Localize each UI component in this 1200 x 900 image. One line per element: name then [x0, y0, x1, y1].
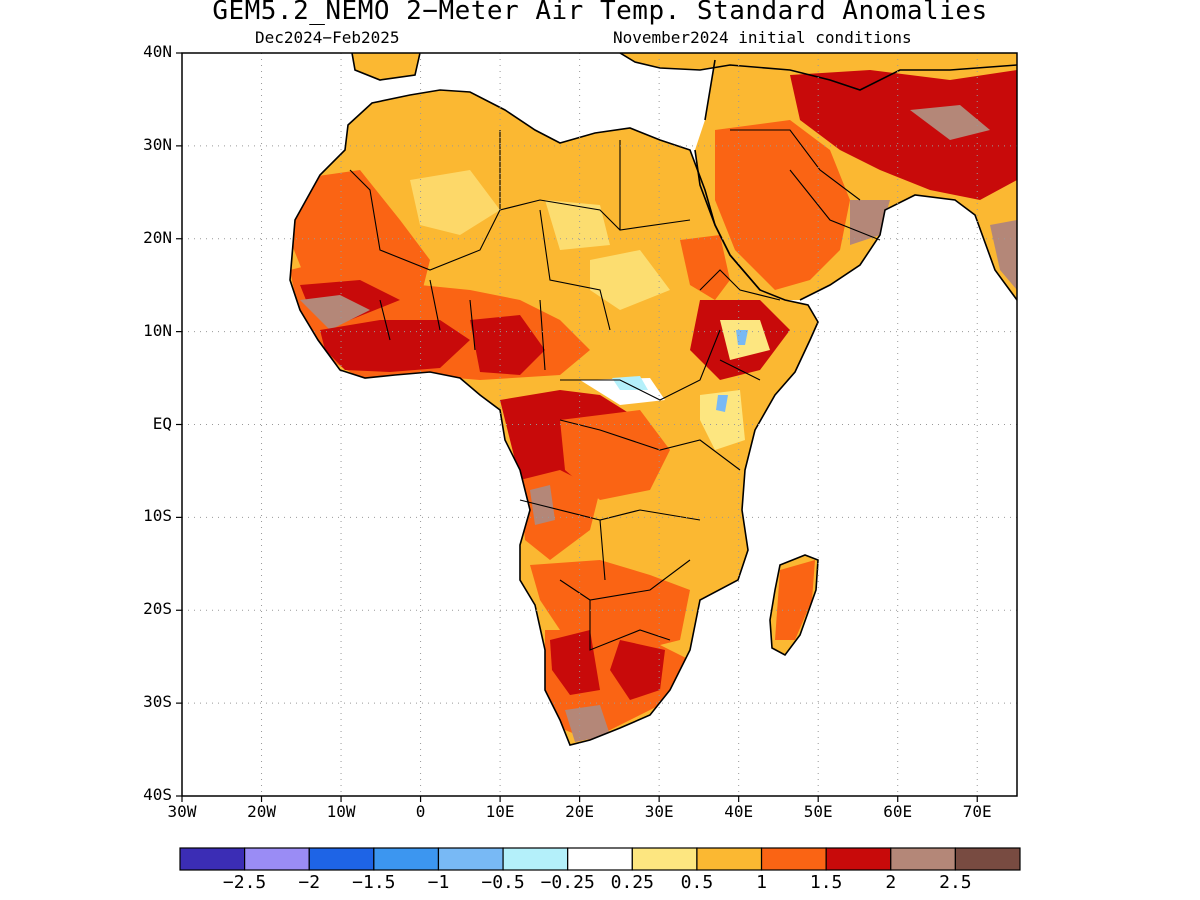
colorbar-swatch [244, 847, 310, 871]
colorbar-swatch [825, 847, 892, 871]
lon-tick-label: 30E [644, 802, 674, 821]
lon-tick-label: 10E [485, 802, 515, 821]
lon-tick-label: 0 [415, 802, 426, 821]
lon-tick-label: 10W [326, 802, 356, 821]
lat-tick-label: 20S [143, 599, 172, 619]
colorbar-label: −2.5 [222, 872, 267, 893]
colorbar-swatch [760, 847, 827, 871]
colorbar-label: 1 [756, 872, 767, 893]
lat-tick-label: 10N [143, 320, 172, 340]
lat-tick-label: EQ [152, 413, 172, 433]
lat-tick-label: 20N [143, 227, 172, 247]
forecast-period: Dec2024−Feb2025 [255, 28, 400, 47]
colorbar-swatch [567, 847, 633, 871]
lon-tick-label: 20W [247, 802, 276, 821]
lon-tick-label: 60E [883, 802, 913, 821]
lat-tick-label: 40N [143, 42, 172, 61]
axis-ticks [176, 52, 978, 802]
colorbar [179, 847, 1021, 871]
lon-tick-label: 30W [167, 802, 197, 821]
initial-conditions: November2024 initial conditions [613, 28, 912, 47]
colorbar-label: 0.25 [610, 872, 654, 893]
coastlines [289, 53, 1017, 746]
colorbar-label: −0.5 [481, 872, 525, 893]
lon-tick-label: 40E [724, 802, 754, 821]
colorbar-label: 2 [885, 872, 897, 893]
lon-tick-label: 20E [565, 802, 595, 821]
lon-tick-label: 50E [803, 802, 833, 821]
colorbar-label: 1.5 [809, 872, 843, 893]
colorbar-swatch [437, 847, 504, 871]
colorbar-swatch [373, 847, 440, 871]
colorbar-swatch [696, 847, 763, 871]
colorbar-swatch [954, 847, 1021, 871]
colorbar-swatch [308, 847, 375, 871]
colorbar-label: 0.5 [680, 872, 714, 893]
lon-tick-label: 70E [962, 802, 992, 821]
map-title: GEM5.2_NEMO 2−Meter Air Temp. Standard A… [212, 0, 988, 26]
colorbar-swatch [890, 847, 956, 871]
lat-tick-label: 10S [143, 506, 172, 526]
lat-tick-label: 40S [143, 785, 172, 804]
colorbar-swatch [502, 847, 569, 871]
colorbar-label: 2.5 [939, 872, 972, 893]
colorbar-swatch [631, 847, 698, 871]
colorbar-label: −0.25 [540, 872, 595, 893]
colorbar-label: −1 [427, 872, 450, 893]
colorbar-swatch [179, 847, 246, 871]
lat-tick-label: 30N [143, 134, 172, 154]
colorbar-label: −1.5 [352, 872, 396, 893]
lat-tick-label: 30S [143, 692, 172, 712]
colorbar-label: −2 [298, 872, 321, 893]
country-borders [349, 129, 881, 651]
